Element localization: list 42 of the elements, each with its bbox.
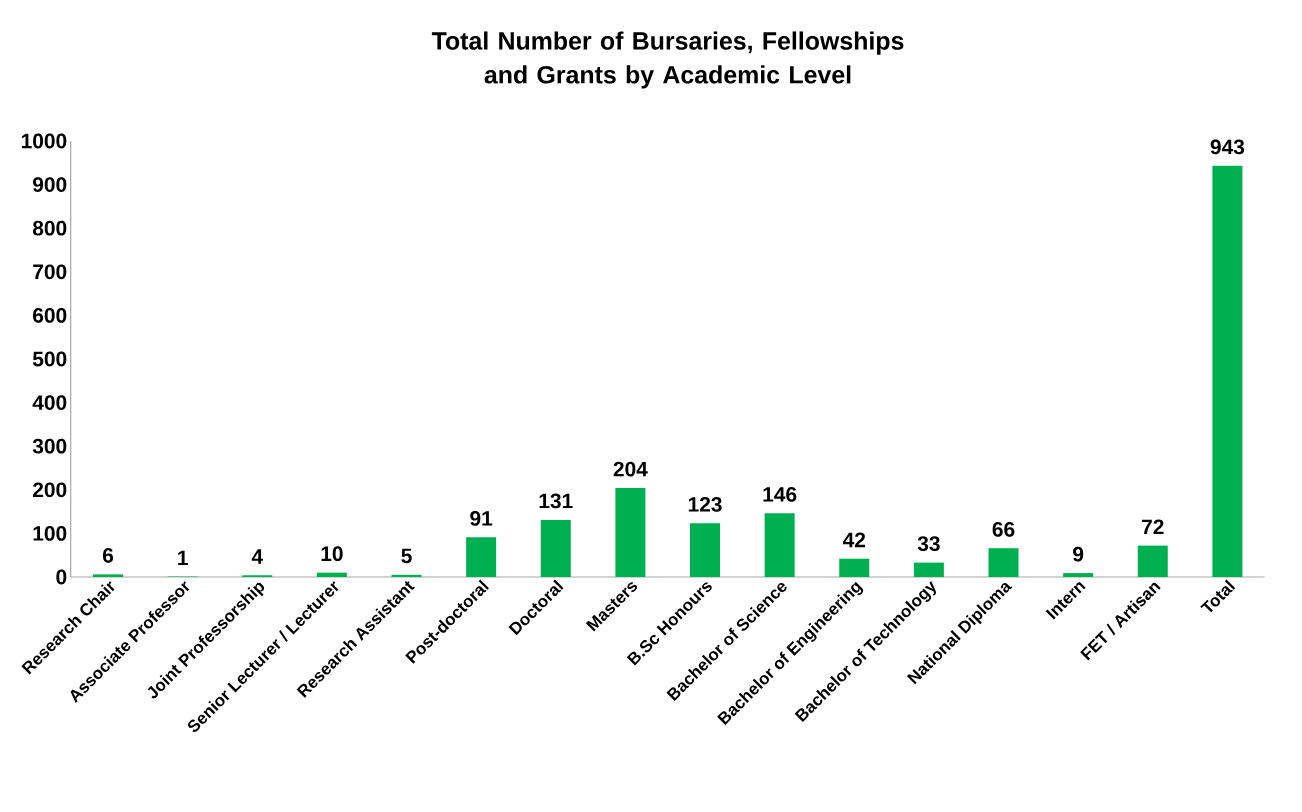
data-label: 5	[401, 548, 412, 564]
data-label: 4	[251, 549, 263, 564]
y-tick-label: 1000	[21, 133, 67, 149]
y-tick-label: 600	[33, 307, 67, 323]
y-tick-label: 800	[32, 220, 67, 236]
y-tick-label: 100	[33, 525, 67, 541]
y-tick-label: 500	[32, 351, 67, 367]
bar	[391, 574, 422, 577]
data-label: 131	[539, 493, 573, 509]
bar	[540, 519, 571, 577]
y-tick-label: 400	[32, 395, 67, 410]
bar	[466, 537, 497, 577]
bar	[988, 548, 1019, 577]
data-label: 1	[178, 550, 188, 566]
data-label: 204	[613, 461, 648, 477]
bar	[839, 558, 870, 577]
data-label: 42	[842, 532, 866, 548]
data-label: 33	[917, 536, 940, 552]
data-label: 10	[321, 546, 343, 562]
y-tick-label: 300	[32, 438, 67, 454]
data-label: 9	[1073, 546, 1084, 562]
bar	[1137, 545, 1168, 577]
y-tick-label: 0	[56, 569, 67, 585]
bar	[316, 572, 347, 577]
bar	[93, 574, 123, 577]
y-tick-label: 900	[32, 177, 67, 192]
data-label: 123	[688, 497, 722, 512]
data-label: 72	[1142, 519, 1164, 535]
data-label: 6	[102, 548, 114, 563]
bar	[690, 523, 721, 577]
bar	[764, 513, 795, 577]
chart-title: Total Number of Bursaries, Fellowships and Grants by Academic Level	[431, 31, 904, 89]
y-tick-label: 200	[32, 482, 67, 498]
y-tick-label: 700	[33, 264, 67, 280]
data-label: 66	[992, 521, 1015, 537]
bar	[913, 562, 944, 577]
data-label: 943	[1210, 139, 1245, 155]
bar	[1212, 165, 1243, 577]
data-label: 146	[763, 487, 797, 502]
bar	[1063, 573, 1094, 577]
data-label: 91	[470, 510, 493, 526]
bar	[615, 488, 646, 577]
